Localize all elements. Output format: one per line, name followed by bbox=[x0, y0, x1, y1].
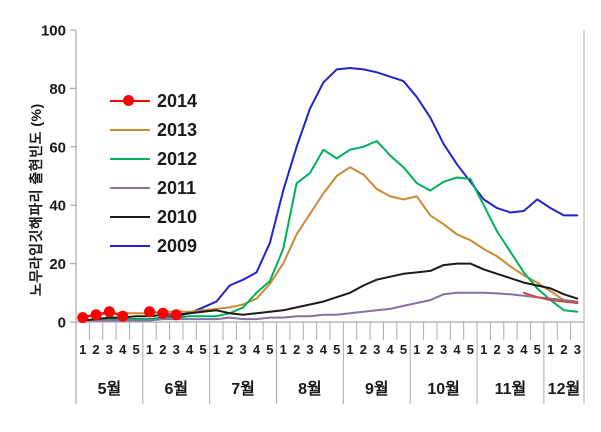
week-label: 3 bbox=[106, 342, 113, 357]
week-label: 4 bbox=[387, 342, 395, 357]
week-label: 4 bbox=[520, 342, 528, 357]
week-label: 3 bbox=[173, 342, 180, 357]
legend-swatch-2012 bbox=[110, 157, 150, 160]
week-label: 2 bbox=[226, 342, 233, 357]
legend-item-2010: 2010 bbox=[110, 202, 197, 231]
legend: 2014 2013 2012 2011 2010 2009 bbox=[110, 86, 197, 260]
y-tick-label: 100 bbox=[41, 23, 66, 40]
series-marker-2014 bbox=[157, 307, 169, 319]
week-label: 2 bbox=[427, 342, 434, 357]
legend-swatch-2009 bbox=[110, 244, 150, 247]
week-label: 5 bbox=[266, 342, 273, 357]
week-label: 2 bbox=[493, 342, 500, 357]
legend-marker-dot bbox=[123, 95, 134, 106]
series-marker-2014 bbox=[117, 310, 129, 322]
week-label: 2 bbox=[560, 342, 567, 357]
legend-item-2011: 2011 bbox=[110, 173, 197, 202]
week-label: 2 bbox=[360, 342, 367, 357]
y-tick-label: 40 bbox=[49, 198, 66, 215]
week-label: 1 bbox=[79, 342, 86, 357]
month-label: 9월 bbox=[365, 380, 389, 398]
series-marker-2014 bbox=[90, 309, 102, 321]
week-label: 3 bbox=[373, 342, 380, 357]
week-label: 3 bbox=[440, 342, 447, 357]
week-label: 2 bbox=[92, 342, 99, 357]
week-label: 3 bbox=[507, 342, 514, 357]
week-label: 5 bbox=[467, 342, 474, 357]
y-tick-label: 0 bbox=[58, 315, 66, 332]
month-label: 7월 bbox=[231, 380, 255, 398]
y-tick-label: 20 bbox=[49, 256, 66, 273]
month-label: 11월 bbox=[495, 380, 527, 398]
legend-swatch-2013 bbox=[110, 128, 150, 131]
week-label: 1 bbox=[547, 342, 554, 357]
y-tick-label: 80 bbox=[49, 81, 66, 98]
month-label: 10월 bbox=[427, 380, 460, 398]
week-label: 5 bbox=[333, 342, 340, 357]
week-label: 2 bbox=[293, 342, 300, 357]
week-label: 5 bbox=[133, 342, 140, 357]
month-label: 12월 bbox=[548, 380, 581, 398]
series-line-2014 bbox=[522, 291, 579, 304]
series-marker-2014 bbox=[144, 306, 155, 318]
week-label: 3 bbox=[239, 342, 246, 357]
week-label: 4 bbox=[119, 342, 127, 357]
month-label: 8월 bbox=[298, 380, 322, 398]
y-axis-label: 노무라입깃해파리 출현빈도 (%) bbox=[28, 103, 44, 296]
legend-swatch-2010 bbox=[110, 215, 150, 218]
legend-label: 2012 bbox=[157, 148, 198, 169]
month-label: 6월 bbox=[164, 380, 188, 398]
legend-label: 2011 bbox=[157, 177, 197, 198]
month-label: 5월 bbox=[98, 380, 122, 398]
week-label: 3 bbox=[306, 342, 313, 357]
legend-label: 2010 bbox=[157, 206, 198, 227]
week-label: 5 bbox=[199, 342, 206, 357]
series-marker-2014 bbox=[77, 312, 89, 324]
legend-swatch-2014 bbox=[110, 95, 150, 106]
week-label: 1 bbox=[146, 342, 153, 357]
legend-swatch-2011 bbox=[110, 186, 150, 189]
week-label: 4 bbox=[320, 342, 328, 357]
series-line-2011 bbox=[81, 291, 579, 322]
series-line-2014 bbox=[81, 310, 124, 319]
week-label: 2 bbox=[159, 342, 166, 357]
legend-item-2009: 2009 bbox=[110, 231, 197, 260]
legend-label: 2014 bbox=[157, 90, 198, 111]
week-label: 1 bbox=[346, 342, 353, 357]
week-label: 5 bbox=[534, 342, 541, 357]
y-tick-label: 60 bbox=[49, 139, 66, 156]
week-label: 1 bbox=[413, 342, 420, 357]
legend-label: 2009 bbox=[157, 235, 198, 256]
week-label: 5 bbox=[400, 342, 407, 357]
week-label: 3 bbox=[574, 342, 581, 357]
legend-item-2014: 2014 bbox=[110, 86, 197, 115]
series-marker-2014 bbox=[170, 309, 182, 321]
legend-item-2013: 2013 bbox=[110, 115, 197, 144]
week-label: 1 bbox=[213, 342, 220, 357]
week-label: 4 bbox=[453, 342, 461, 357]
series-marker-2014 bbox=[103, 306, 115, 318]
week-label: 4 bbox=[186, 342, 194, 357]
week-label: 1 bbox=[280, 342, 287, 357]
legend-label: 2013 bbox=[157, 119, 198, 140]
week-label: 1 bbox=[480, 342, 487, 357]
week-label: 4 bbox=[253, 342, 261, 357]
legend-item-2012: 2012 bbox=[110, 144, 197, 173]
